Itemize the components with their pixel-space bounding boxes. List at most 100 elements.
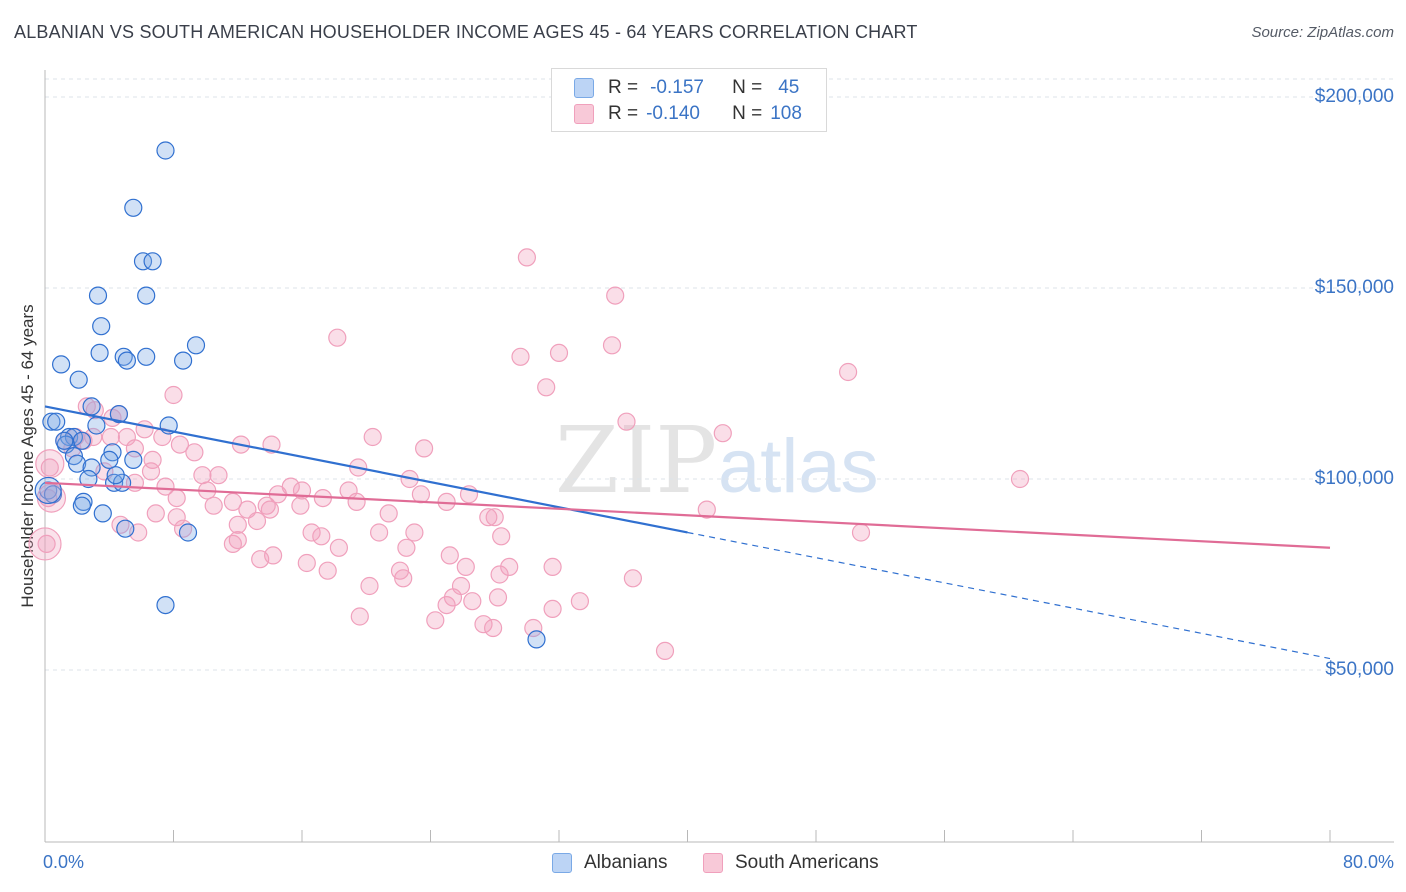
south-american-point [405,523,424,542]
south-american-point [135,420,154,439]
south-american-point [260,500,279,519]
south-american-point [262,435,281,454]
south-american-point [204,496,223,515]
albanian-swatch [574,78,594,98]
albanian-swatch [552,853,572,873]
albanian-point [174,351,193,370]
legend-r-value: -0.157 [650,77,704,98]
south-american-swatch [703,853,723,873]
albanian-point [34,476,62,505]
south-american-point [602,336,622,355]
albanian-point [79,469,98,489]
y-tick-label-150000: $150,000 [1314,277,1394,298]
south-american-point [411,485,430,504]
south-american-point [440,546,459,565]
south-american-point [437,595,456,615]
legend-label-albanians: Albanians [584,852,668,873]
south-american-point [463,592,482,611]
albanian-point [124,198,143,217]
south-american-point [264,546,283,565]
albanian-point [527,630,546,649]
south-american-point [363,427,382,447]
south-american-point [851,523,871,542]
south-american-point [500,557,519,577]
albanian-point [156,595,175,615]
south-american-point [524,618,543,638]
albanian-point [100,450,119,469]
albanian-point [55,431,74,450]
watermark-zip: ZIP [555,407,717,514]
south-american-point [490,565,509,584]
south-american-point [350,607,369,626]
albanian-point [51,355,71,374]
legend-n-label: N = [732,103,763,124]
south-american-point [426,611,445,630]
albanian-point [47,412,66,431]
legend-label-south-americans: South Americans [735,852,879,873]
south-american-point [394,569,413,588]
south-american-point [606,286,625,305]
legend-r-value: -0.140 [646,103,700,124]
legend-n-value: 45 [778,77,800,98]
albanian-point [72,431,92,450]
south-american-point [143,450,162,469]
albanian-point [124,450,143,469]
albanian-point [92,317,111,336]
albanian-point [143,252,162,271]
legend-n-label: N = [732,77,763,98]
south-american-point [517,248,537,267]
south-american-point [655,641,675,661]
south-american-point [312,527,331,546]
watermark-atlas: atlas [718,424,879,509]
y-tick-label-50000: $50,000 [1325,659,1394,680]
y-tick-label-200000: $200,000 [1314,86,1394,107]
south-american-point [617,412,636,431]
correlation-legend: R = -0.157 N = 45 R = -0.140 N = 108 [551,68,827,132]
albanian-point [93,504,112,523]
chart-title: ALBANIAN VS SOUTH AMERICAN HOUSEHOLDER I… [14,22,918,42]
south-american-point [328,328,347,347]
south-american-point [370,523,389,542]
south-american-point [474,615,493,634]
albanian-point [88,286,108,305]
south-american-point [543,599,562,619]
south-american-point [415,439,434,458]
albanian-point [67,454,87,473]
south-american-point [28,527,62,561]
albanian-point [156,141,175,160]
albanian-point [116,519,135,538]
south-american-point [379,504,398,523]
legend-n-value: 108 [770,103,802,124]
albanian-point [69,370,88,389]
albanian-point [137,286,156,305]
legend-row-albanians: R = -0.157 N = 45 [574,77,799,99]
south-american-point [167,489,186,508]
south-american-point [479,508,498,527]
y-tick-label-100000: $100,000 [1314,468,1394,489]
south-american-point [37,534,56,554]
south-american-point [492,527,511,546]
south-american-point [297,553,316,573]
legend-r-label: R = [608,77,639,98]
albanian-point [72,496,92,515]
albanian-trend-extension [687,531,1331,660]
albanian-point [186,336,206,355]
south-american-point [141,462,161,481]
south-american-point [713,424,732,443]
south-american-point [347,492,366,511]
south-american-point [570,592,590,611]
legend-item-albanians: Albanians [552,852,667,874]
series-legend: Albanians South Americans [0,852,1406,876]
south-american-point [511,347,530,366]
south-american-point [223,534,242,554]
south-american-point [456,557,475,577]
albanian-point [87,416,106,435]
south-american-point [193,466,212,485]
albanian-point [106,466,125,485]
south-american-point [101,427,121,447]
south-american-swatch [574,104,594,124]
albanian-point [137,347,156,366]
south-american-point [247,511,267,531]
south-american-point [488,588,508,607]
